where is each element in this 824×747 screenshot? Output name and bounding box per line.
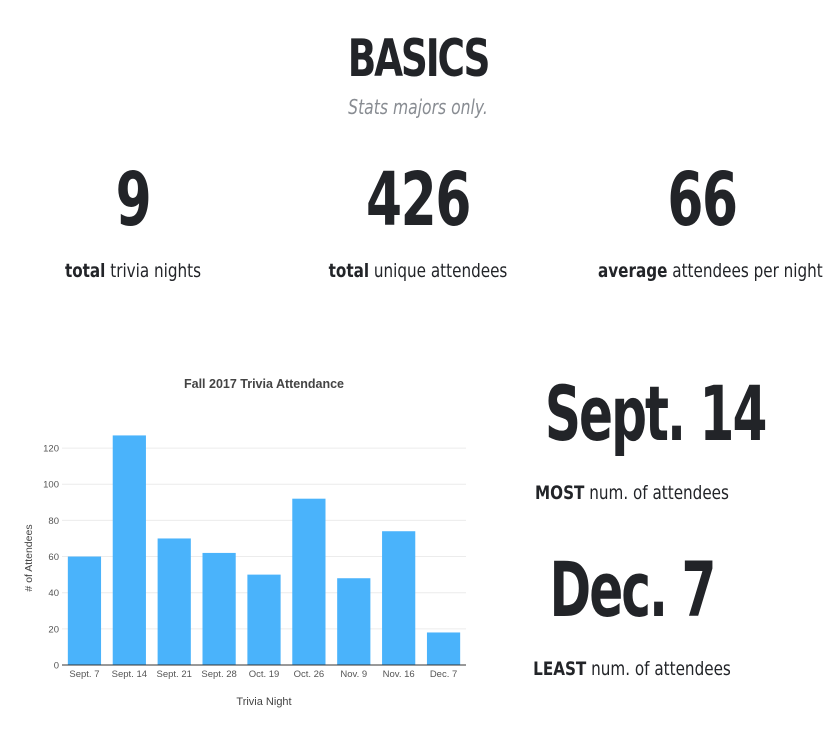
stat-label-bold: total bbox=[64, 260, 106, 282]
x-tick-label: Nov. 16 bbox=[383, 669, 415, 680]
highlight-most-caption: MOST num. of attendees bbox=[526, 482, 737, 504]
highlight-least-text: num. of attendees bbox=[586, 658, 731, 680]
bar bbox=[382, 531, 416, 665]
y-tick-label: 80 bbox=[48, 516, 59, 527]
y-tick-label: 60 bbox=[48, 552, 59, 563]
stat-value: 426 bbox=[366, 157, 471, 243]
stat-value: 66 bbox=[667, 157, 738, 243]
x-tick-label: Dec. 7 bbox=[430, 669, 457, 680]
stat-label-bold: average bbox=[598, 260, 668, 282]
stat-label-text: attendees per night bbox=[667, 260, 823, 282]
bar bbox=[247, 574, 281, 665]
stat-label: average attendees per night bbox=[598, 260, 823, 282]
page-subtitle: Stats majors only. bbox=[348, 95, 488, 119]
y-tick-label: 0 bbox=[54, 661, 59, 672]
chart-title: Fall 2017 Trivia Attendance bbox=[184, 377, 344, 391]
stat-label-bold: total bbox=[328, 260, 370, 282]
bar bbox=[202, 552, 236, 665]
highlight-least-caption: LEAST num. of attendees bbox=[526, 658, 737, 680]
chart-y-label: # of Attendees bbox=[23, 524, 35, 591]
bar bbox=[112, 435, 146, 665]
bar bbox=[157, 538, 191, 665]
y-tick-label: 20 bbox=[48, 624, 59, 635]
stat-average-attendees: 66 average attendees per night bbox=[572, 160, 824, 282]
y-tick-label: 40 bbox=[48, 588, 59, 599]
x-tick-label: Oct. 26 bbox=[294, 669, 325, 680]
x-tick-label: Sept. 7 bbox=[69, 669, 99, 680]
bar bbox=[426, 632, 461, 665]
bar bbox=[67, 556, 102, 665]
stat-label-text: trivia nights bbox=[105, 260, 202, 282]
y-tick-label: 100 bbox=[43, 480, 59, 491]
highlight-least-bold: LEAST bbox=[533, 658, 587, 680]
x-tick-label: Nov. 9 bbox=[340, 669, 367, 680]
chart-x-label: Trivia Night bbox=[236, 696, 291, 708]
x-tick-label: Oct. 19 bbox=[249, 669, 280, 680]
stat-label-text: unique attendees bbox=[369, 260, 508, 282]
highlight-most-bold: MOST bbox=[535, 482, 585, 504]
highlight-most: Sept. 14 MOST num. of attendees bbox=[500, 369, 767, 505]
stat-label: total trivia nights bbox=[29, 260, 237, 282]
highlight-least-date: Dec. 7 bbox=[549, 545, 717, 634]
x-tick-label: Sept. 21 bbox=[157, 669, 192, 680]
x-tick-label: Sept. 14 bbox=[112, 669, 147, 680]
stat-value: 9 bbox=[115, 157, 152, 243]
chart-x-ticks: Sept. 7 Sept. 14 Sept. 21 Sept. 28 Oct. 19 Oc… bbox=[69, 669, 457, 680]
bar bbox=[337, 578, 371, 665]
stat-unique-attendees: 426 total unique attendees bbox=[288, 160, 548, 282]
bar bbox=[292, 498, 326, 665]
stat-label: total unique attendees bbox=[314, 260, 522, 282]
y-tick-label: 120 bbox=[43, 444, 59, 455]
page-title: BASICS bbox=[347, 29, 491, 89]
highlight-least: Dec. 7 LEAST num. of attendees bbox=[500, 545, 764, 681]
highlight-most-text: num. of attendees bbox=[584, 482, 729, 504]
x-tick-label: Sept. 28 bbox=[201, 669, 236, 680]
chart-y-ticks: 0 20 40 60 80 100 120 bbox=[43, 444, 59, 672]
stat-total-nights: 9 total trivia nights bbox=[3, 160, 263, 282]
highlight-most-date: Sept. 14 bbox=[544, 369, 767, 458]
chart-bars bbox=[67, 435, 461, 665]
